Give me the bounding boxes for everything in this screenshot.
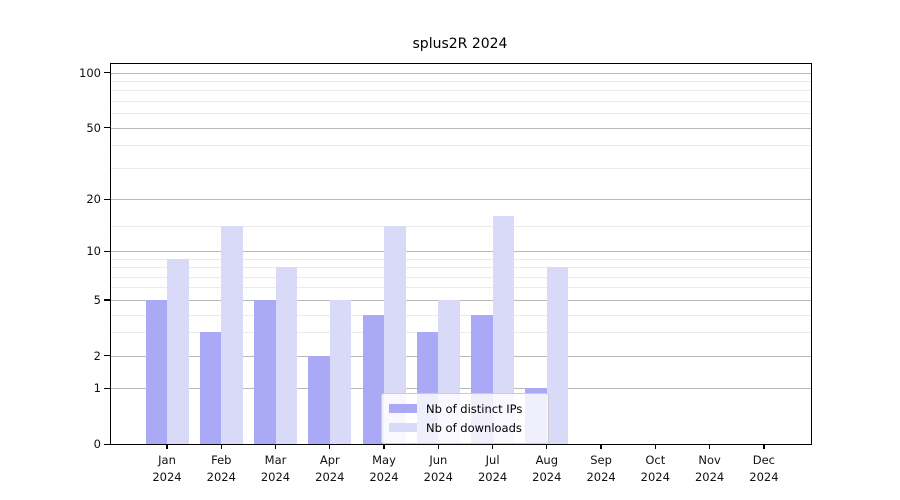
x-tick-label: Nov 2024 [694,453,725,484]
downloads-swatch-icon [389,423,417,432]
y-axis-tick [104,127,110,129]
x-tick-label: Aug 2024 [532,453,562,484]
legend-row-distinct-ips: Nb of distinct IPs [389,399,539,418]
x-axis-tick [437,444,439,449]
gridline-minor [111,113,811,115]
bar-downloads [546,267,569,444]
y-tick-label: 50 [86,120,101,135]
gridline-minor [111,226,811,228]
legend-label-downloads: Nb of downloads [426,420,522,435]
gridline-minor [111,90,811,92]
bar-downloads [384,226,406,444]
x-tick-label: Mar 2024 [260,453,291,484]
x-axis-tick [220,444,222,449]
gridline-minor [111,332,811,334]
bar-distinct-ips [308,355,330,444]
x-tick-label: Dec 2024 [749,453,779,484]
x-axis-tick [654,444,656,449]
y-tick-label: 1 [93,381,101,396]
gridline-minor [111,145,811,147]
gridline-minor [111,314,811,316]
gridline-minor [111,267,811,269]
x-axis-tick [329,444,331,449]
bar-downloads [221,226,243,444]
x-tick-label: Apr 2024 [315,453,345,484]
bar-distinct-ips [362,314,384,444]
x-axis-tick [166,444,168,449]
x-axis-tick [600,444,602,449]
y-axis-tick [104,72,110,74]
x-tick-label: Jun 2024 [423,453,453,484]
x-tick-label: May 2024 [369,453,399,484]
x-tick-label: Feb 2024 [206,453,236,484]
bar-downloads [275,267,297,444]
y-axis-tick [104,299,110,301]
x-axis-tick [763,444,765,449]
y-axis-tick [104,250,110,252]
x-tick-label: Jan 2024 [152,453,182,484]
legend-label-distinct-ips: Nb of distinct IPs [426,401,523,416]
x-tick-label: Sep 2024 [586,453,616,484]
y-tick-label: 100 [79,65,101,80]
bar-downloads [492,216,515,444]
gridline-major [111,127,811,129]
x-tick-label: Jul 2024 [477,453,508,484]
bar-distinct-ips [199,332,222,444]
y-axis-tick [104,387,110,390]
gridline-major [111,299,811,301]
y-axis-tick [104,443,110,445]
y-tick-label: 20 [86,192,101,206]
gridline-major [111,72,811,74]
gridline-minor [111,167,811,169]
bar-downloads [167,258,189,444]
bar-downloads [329,299,352,444]
gridline-minor [111,276,811,278]
legend-row-downloads: Nb of downloads [389,418,539,437]
y-axis-tick [104,198,110,200]
gridline-major [111,199,811,200]
plot-area: 0 1 2 5 10 20 50 100 Jan 2024 Feb 2024 Mar 2024 Apr… [79,63,812,484]
x-axis-tick [491,444,494,449]
gridline-minor [111,81,811,82]
y-tick-label: 5 [93,292,101,307]
y-tick-label: 0 [93,437,101,451]
x-axis-tick [708,444,711,449]
x-axis-tick [546,444,548,449]
gridline-minor [111,101,811,102]
x-axis-tick [383,444,385,449]
y-tick-label: 2 [93,348,101,363]
y-axis-tick [104,355,110,357]
gridline-major [111,251,811,252]
distinct-ips-swatch-icon [389,404,417,413]
x-axis-tick [274,444,277,449]
gridline-major [111,355,811,357]
legend: Nb of distinct IPs Nb of downloads [381,393,549,444]
bar-distinct-ips [145,299,167,444]
gridline-minor [111,287,811,289]
bar-distinct-ips [254,299,276,444]
y-tick-label: 10 [86,244,101,258]
gridline-major [111,388,811,390]
x-tick-label: Oct 2024 [640,453,670,484]
chart-title: splus2R 2024 [412,36,508,52]
gridline-minor [111,258,811,260]
